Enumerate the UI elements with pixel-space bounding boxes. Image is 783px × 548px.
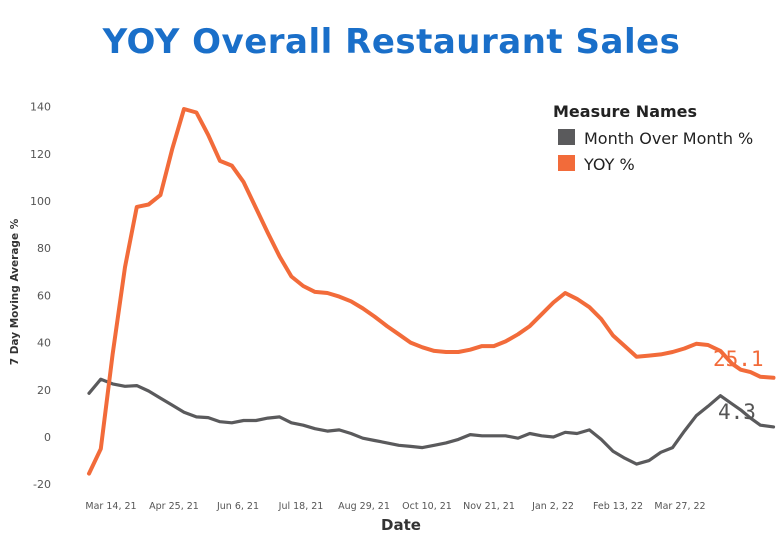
legend-label-yoy: YOY % [583, 155, 635, 174]
x-tick-label: Feb 13, 22 [593, 501, 643, 512]
y-tick-label: 0 [44, 431, 51, 444]
y-tick-label: 140 [30, 101, 51, 114]
month-over-month-series-line[interactable] [87, 377, 776, 466]
y-tick-label: 120 [30, 148, 51, 161]
x-tick-label: Jul 18, 21 [278, 501, 324, 512]
y-tick-label: 60 [37, 289, 51, 302]
x-tick-label: Oct 10, 21 [402, 501, 452, 512]
legend-title: Measure Names [553, 102, 697, 121]
x-axis-label: Date [381, 516, 421, 534]
yoy-series-line[interactable] [87, 107, 776, 476]
x-axis-ticks: Mar 14, 21 Apr 25, 21 Jun 6, 21 Jul 18, 21 A… [85, 501, 705, 512]
x-tick-label: Jan 2, 22 [531, 501, 574, 512]
y-tick-label: 40 [37, 337, 51, 350]
y-tick-label: 80 [37, 242, 51, 255]
month-over-month-end-label: 4.3 [718, 400, 756, 424]
x-tick-label: Jun 6, 21 [216, 501, 259, 512]
x-tick-label: Mar 27, 22 [654, 501, 705, 512]
y-tick-label: 20 [37, 384, 51, 397]
legend[interactable]: Measure Names Month Over Month % YOY % [528, 90, 778, 188]
chart-title: YOY Overall Restaurant Sales [102, 22, 681, 62]
y-axis-ticks: -20 0 20 40 60 80 100 120 140 [30, 101, 51, 492]
y-tick-label: -20 [33, 478, 51, 491]
x-tick-label: Aug 29, 21 [338, 501, 390, 512]
series-lines [87, 107, 776, 476]
legend-swatch-month-over-month [558, 129, 575, 145]
x-tick-label: Mar 14, 21 [85, 501, 136, 512]
y-tick-label: 100 [30, 195, 51, 208]
y-axis-label: 7 Day Moving Average % [9, 218, 21, 365]
yoy-end-label: 25.1 [713, 347, 764, 371]
x-tick-label: Nov 21, 21 [463, 501, 515, 512]
legend-swatch-yoy [558, 155, 575, 171]
x-tick-label: Apr 25, 21 [149, 501, 199, 512]
legend-label-month-over-month: Month Over Month % [584, 129, 753, 148]
